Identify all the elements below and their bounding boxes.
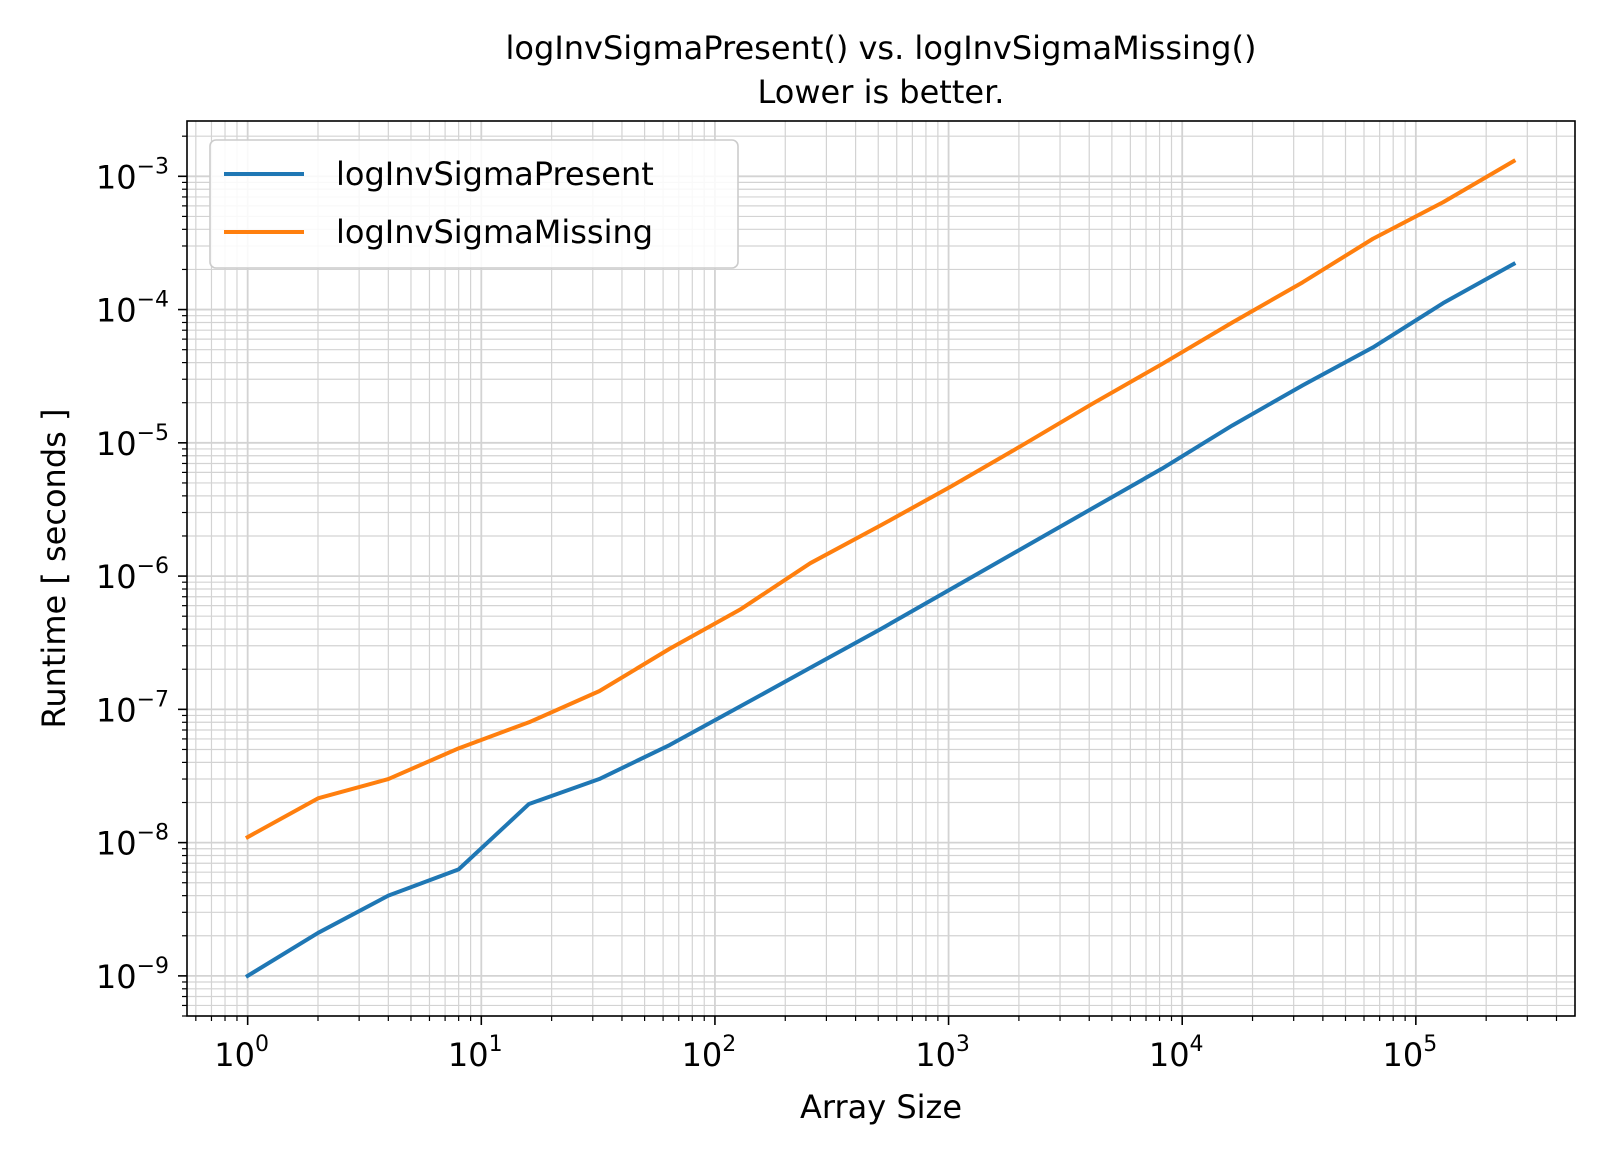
chart-title: logInvSigmaPresent() vs. logInvSigmaMiss… — [506, 29, 1257, 67]
y-tick-label: 10−8 — [96, 821, 169, 863]
x-tick-label: 104 — [1149, 1032, 1204, 1074]
series-line-logInvSigmaPresent — [244, 261, 1517, 979]
chart-subtitle: Lower is better. — [758, 73, 1005, 111]
x-tick-label: 105 — [1382, 1032, 1437, 1074]
y-tick-label: 10−9 — [96, 954, 169, 996]
x-tick-label: 102 — [682, 1032, 737, 1074]
y-tick-label: 10−7 — [96, 687, 169, 729]
grid-layer — [187, 121, 1575, 1017]
legend: logInvSigmaPresent logInvSigmaMissing — [209, 139, 739, 269]
legend-label: logInvSigmaMissing — [336, 213, 653, 251]
legend-label: logInvSigmaPresent — [336, 155, 654, 193]
y-tick-label: 10−6 — [96, 554, 169, 596]
y-tick-label: 10−4 — [96, 288, 169, 330]
series-layer — [244, 158, 1517, 979]
x-axis-title: Array Size — [800, 1088, 962, 1126]
plot-frame — [186, 120, 1576, 1017]
tick-layer: 100 101 102 103 104 105 10−9 10−8 10−7 10−6 10−5 10… — [96, 135, 1558, 1074]
x-tick-label: 100 — [214, 1032, 269, 1074]
y-tick-label: 10−3 — [96, 154, 169, 196]
x-tick-label: 103 — [915, 1032, 970, 1074]
y-tick-label: 10−5 — [96, 421, 169, 463]
legend-box — [209, 139, 739, 269]
y-axis-title: Runtime [ seconds ] — [35, 409, 73, 729]
series-line-logInvSigmaMissing — [244, 158, 1517, 840]
x-tick-label: 101 — [448, 1032, 503, 1074]
